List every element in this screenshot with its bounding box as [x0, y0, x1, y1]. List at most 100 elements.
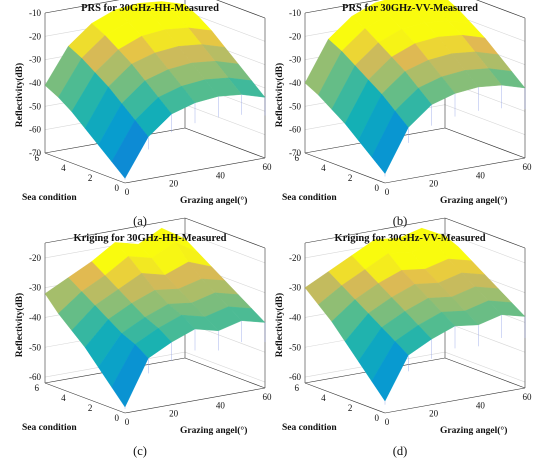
z-axis-label: Reflectivity(dB)	[14, 63, 25, 127]
axis-box-line	[384, 157, 526, 184]
chart-title: PRS for 30GHz-VV-Measured	[342, 3, 478, 14]
axis-box-line	[44, 152, 126, 184]
chart-title: Kriging for 30GHz-HH-Measured	[73, 233, 226, 244]
y-tick-label: 6	[35, 383, 40, 393]
x-tick-label: 60	[263, 162, 273, 172]
x-tick-label: 40	[216, 400, 226, 410]
x-tick-label: 20	[429, 409, 439, 419]
x-tick-label: 20	[429, 179, 439, 189]
z-tick-label: -20	[289, 253, 301, 263]
chart-panel-3: -20 -30 -40 -50 -60 0 20 40 60 0 2 4 6 Kriging for 30…	[14, 217, 273, 458]
x-tick-label: 20	[169, 179, 179, 189]
y-tick-label: 6	[295, 153, 300, 163]
y-tick-label: 2	[348, 173, 353, 183]
axis-box-line	[44, 217, 186, 244]
y-tick-label: 2	[88, 173, 93, 183]
x-tick-label: 0	[125, 187, 130, 197]
z-tick-label: -70	[289, 148, 301, 158]
x-tick-label: 0	[125, 417, 130, 427]
x-tick-label: 0	[385, 417, 390, 427]
y-tick-label: 4	[321, 393, 326, 403]
axis-box-line	[184, 357, 266, 389]
z-tick-label: -40	[289, 78, 301, 88]
z-tick-label: -50	[289, 342, 301, 352]
y-axis-label: Sea condition	[282, 193, 337, 203]
axis-box-line	[444, 357, 526, 389]
chart-panel-2: -10 -20 -30 -40 -50 -60 -70 0 20 40 60 0 2 4 6 PRS for …	[274, 0, 532, 228]
z-tick-label: -70	[29, 148, 41, 158]
panel-caption: (a)	[133, 214, 147, 228]
z-tick-label: -10	[289, 8, 301, 18]
panel-caption: (b)	[393, 214, 408, 228]
axis-box-line	[384, 387, 526, 414]
axis-box-line	[44, 382, 126, 414]
z-axis-label: Reflectivity(dB)	[14, 293, 25, 357]
z-axis-label: Reflectivity(dB)	[274, 293, 285, 357]
panel-caption: (c)	[133, 444, 147, 458]
z-tick-label: -20	[289, 31, 301, 41]
z-tick-label: -50	[29, 342, 41, 352]
grid-line	[304, 127, 526, 159]
axis-box-line	[124, 387, 266, 414]
chart-title: PRS for 30GHz-HH-Measured	[81, 3, 219, 14]
x-tick-label: 60	[523, 162, 533, 172]
z-tick-label: -40	[29, 78, 41, 88]
grid-line	[44, 127, 266, 159]
axis-box-line	[184, 217, 266, 249]
z-tick-label: -30	[289, 55, 301, 65]
x-tick-label: 40	[476, 170, 486, 180]
y-tick-label: 0	[115, 413, 120, 423]
y-tick-label: 0	[375, 183, 380, 193]
y-tick-label: 2	[348, 403, 353, 413]
x-tick-label: 20	[169, 409, 179, 419]
z-tick-label: -40	[289, 312, 301, 322]
z-tick-label: -40	[29, 312, 41, 322]
z-tick-label: -30	[289, 283, 301, 293]
x-tick-label: 40	[476, 400, 486, 410]
x-tick-label: 0	[385, 187, 390, 197]
y-tick-label: 4	[61, 163, 66, 173]
y-axis-label: Sea condition	[282, 423, 337, 433]
x-axis-label: Grazing angel(°)	[440, 425, 507, 436]
x-tick-label: 60	[523, 392, 533, 402]
chart-panel-1: -10 -20 -30 -40 -50 -60 -70 0 20 40 60 0 2 4 6 PRS for …	[14, 0, 272, 228]
x-axis-label: Grazing angel(°)	[440, 195, 507, 206]
y-tick-label: 0	[375, 413, 380, 423]
surface-patch	[371, 110, 409, 175]
axis-box-line	[216, 0, 266, 19]
y-axis-label: Sea condition	[22, 423, 77, 433]
z-tick-label: -20	[29, 253, 41, 263]
z-tick-label: -60	[289, 125, 301, 135]
axis-box-line	[476, 0, 526, 19]
y-tick-label: 6	[295, 383, 300, 393]
axis-box-line	[444, 127, 526, 159]
axis-box-line	[304, 0, 380, 14]
axis-box-line	[184, 127, 266, 159]
axis-box-line	[44, 0, 120, 14]
axis-box-line	[444, 217, 526, 249]
surface-patch	[111, 119, 149, 179]
x-tick-label: 40	[216, 170, 226, 180]
axis-box-line	[304, 382, 386, 414]
grid-line	[304, 351, 526, 383]
x-axis-label: Grazing angel(°)	[180, 425, 247, 436]
y-axis-label: Sea condition	[22, 193, 77, 203]
axis-box-line	[304, 152, 386, 184]
y-tick-label: 2	[88, 403, 93, 413]
z-tick-label: -30	[29, 55, 41, 65]
z-tick-label: -60	[29, 125, 41, 135]
x-axis-label: Grazing angel(°)	[180, 195, 247, 206]
z-axis-label: Reflectivity(dB)	[274, 63, 285, 127]
surface-patch	[371, 340, 409, 402]
z-tick-label: -50	[29, 101, 41, 111]
y-tick-label: 6	[35, 153, 40, 163]
surface-patch	[111, 343, 149, 408]
z-tick-label: -20	[29, 31, 41, 41]
z-tick-label: -30	[29, 283, 41, 293]
z-tick-label: -60	[289, 372, 301, 382]
z-tick-label: -60	[29, 372, 41, 382]
x-tick-label: 60	[263, 392, 273, 402]
chart-title: Kriging for 30GHz-VV-Measured	[334, 233, 485, 244]
axis-box-line	[304, 217, 446, 244]
